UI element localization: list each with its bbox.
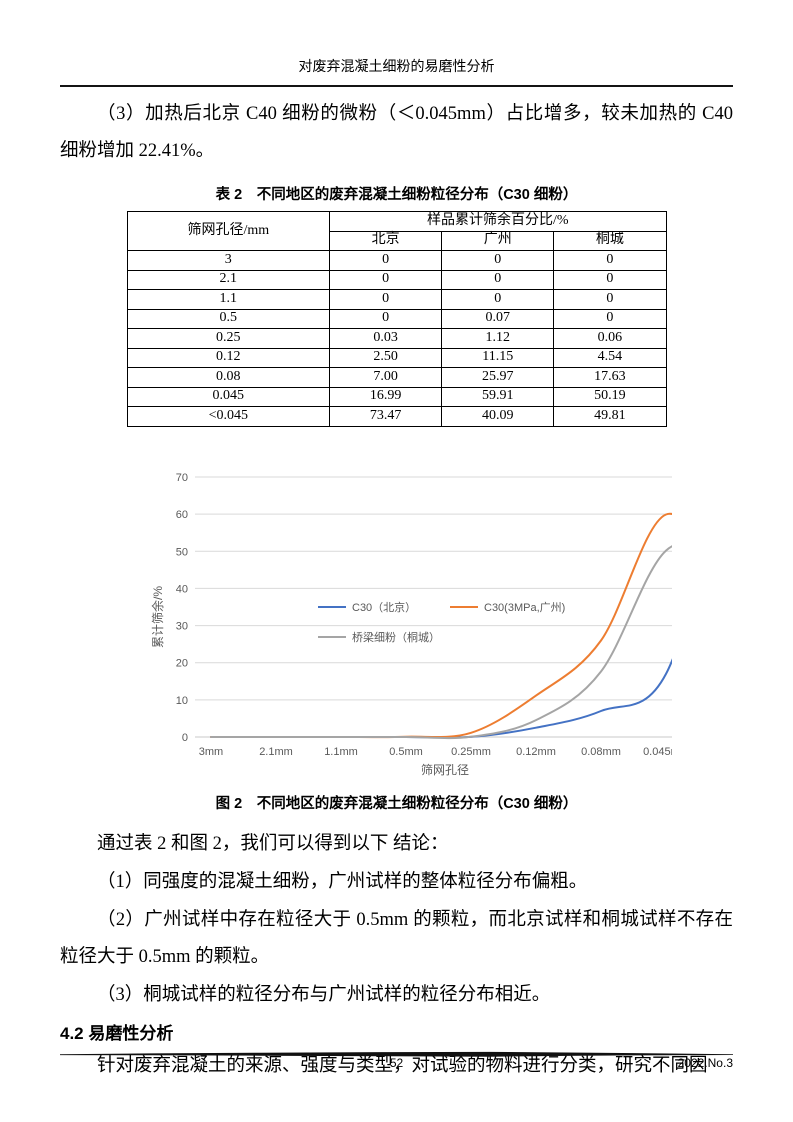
issue-label: 2022.No.3 bbox=[677, 1056, 733, 1070]
y-tick-label: 0 bbox=[182, 732, 188, 744]
table-cell: 2.1 bbox=[126, 269, 331, 290]
x-axis-title: 筛网孔径 bbox=[421, 762, 469, 777]
y-tick-label: 20 bbox=[176, 657, 188, 669]
table-cell: 2.50 bbox=[329, 347, 443, 368]
table-cell: 3 bbox=[126, 250, 331, 271]
table-cell: 73.47 bbox=[329, 406, 443, 427]
table-row: 0.25 0.03 1.12 0.06 bbox=[126, 328, 667, 349]
x-tick-label: 0.5mm bbox=[389, 746, 423, 758]
y-tick-label: 40 bbox=[176, 583, 188, 595]
table-col1-header: 筛网孔径/mm bbox=[126, 211, 331, 251]
footer-rule-line bbox=[60, 1051, 733, 1057]
legend-label: C30(3MPa,广州) bbox=[484, 601, 565, 614]
table-row: 0.08 7.00 25.97 17.63 bbox=[126, 367, 667, 388]
page-content: （3）加热后北京 C40 细粉的微粉（＜0.045mm）占比增多，较未加热的 C… bbox=[60, 90, 733, 1085]
conclusion-item-1: （1）同强度的混凝土细粉，广州试样的整体粒径分布偏粗。 bbox=[97, 871, 588, 892]
table-cell: 40.09 bbox=[441, 406, 555, 427]
figure-chart: 0 10 20 30 40 50 60 70 3mm 2.1mm 1.1mm 0.5mm 0.25mm 0… bbox=[150, 467, 672, 779]
table-cell: 0 bbox=[329, 289, 443, 310]
y-tick-label: 30 bbox=[176, 620, 188, 632]
table-cell: 17.63 bbox=[553, 367, 667, 388]
x-tick-label: 2.1mm bbox=[259, 746, 293, 758]
table-cell: 0.045 bbox=[126, 386, 331, 407]
table-caption: 表 2 不同地区的废弃混凝土细粉粒径分布（C30 细粉） bbox=[215, 187, 578, 203]
y-tick-label: 70 bbox=[176, 472, 188, 484]
table-row: 0.045 16.99 59.91 50.19 bbox=[126, 386, 667, 407]
table-body: 3 0 0 0 2.1 0 0 0 1.1 0 0 0 0.5 0 0.07 0 0.25 0.03 1.12 0.0… bbox=[126, 250, 667, 427]
table-cell: 1.12 bbox=[441, 328, 555, 349]
y-axis-title: 累计筛余/% bbox=[150, 585, 165, 647]
footer-rule bbox=[60, 1046, 733, 1057]
table-cell: 0 bbox=[329, 250, 443, 271]
table-cell: 59.91 bbox=[441, 386, 555, 407]
table-cell: 50.19 bbox=[553, 386, 667, 407]
series-line bbox=[210, 544, 672, 739]
conclusion-item-3: （3）桐城试样的粒径分布与广州试样的粒径分布相近。 bbox=[97, 984, 551, 1005]
table-cell: 0 bbox=[553, 308, 667, 329]
table-cell: 0.5 bbox=[126, 308, 331, 329]
x-tick-label: 1.1mm bbox=[324, 746, 358, 758]
page-number: 52 bbox=[389, 1056, 404, 1070]
line-chart: 0 10 20 30 40 50 60 70 3mm 2.1mm 1.1mm 0.5mm 0.25mm 0… bbox=[150, 472, 672, 777]
table-cell: 4.54 bbox=[553, 347, 667, 368]
y-tick-label: 60 bbox=[176, 509, 188, 521]
y-tick-label: 50 bbox=[176, 546, 188, 558]
y-tick-label: 10 bbox=[176, 694, 188, 706]
table-cell: 16.99 bbox=[329, 386, 443, 407]
legend-label: 桥梁细粉（桐城） bbox=[352, 630, 440, 644]
table-cell: 0 bbox=[553, 269, 667, 290]
table-row: 2.1 0 0 0 bbox=[126, 269, 667, 290]
section-paragraph: 针对废弃混凝土的来源、强度与类型，对试验的物料进行分类，研究不同因 bbox=[97, 1055, 708, 1076]
figure-caption: 图 2 不同地区的废弃混凝土细粉粒径分布（C30 细粉） bbox=[215, 795, 578, 812]
running-title: 对废弃混凝土细粉的易磨性分析 bbox=[298, 60, 495, 75]
conclusions-intro: 通过表 2 和图 2，我们可以得到以下 结论： bbox=[97, 833, 449, 854]
conclusion-item-2: （2）广州试样中存在粒径大于 0.5mm 的颗粒，而北京试样和桐城试样不存在粒径… bbox=[60, 909, 733, 967]
x-tick-label: 0.045mm bbox=[643, 746, 672, 758]
section-heading: 4.2 易磨性分析 bbox=[60, 1023, 174, 1043]
table-cell: 25.97 bbox=[441, 367, 555, 388]
table-cell: 0.25 bbox=[126, 328, 331, 349]
table-row: 1.1 0 0 0 bbox=[126, 289, 667, 310]
page-footer: 52 2022.No.3 bbox=[60, 1056, 733, 1074]
table-cell: 0 bbox=[441, 269, 555, 290]
table-cell: 0 bbox=[553, 250, 667, 271]
x-tick-label: 0.12mm bbox=[516, 746, 556, 758]
table-cell: 11.15 bbox=[441, 347, 555, 368]
table-head: 筛网孔径/mm 样品累计筛余百分比/% 北京 广州 桐城 bbox=[126, 211, 667, 251]
table-row: <0.045 73.47 40.09 49.81 bbox=[126, 406, 667, 427]
table-cell: 0 bbox=[329, 269, 443, 290]
table-group-header: 样品累计筛余百分比/% bbox=[329, 211, 667, 232]
x-tick-label: 0.25mm bbox=[451, 746, 491, 758]
table-cell: 0.12 bbox=[126, 347, 331, 368]
table-cell: 0.07 bbox=[441, 308, 555, 329]
table-cell: 0.03 bbox=[329, 328, 443, 349]
series-line bbox=[210, 657, 672, 739]
table-cell: 0.06 bbox=[553, 328, 667, 349]
table-cell: 0 bbox=[441, 289, 555, 310]
legend-label: C30（北京） bbox=[352, 600, 416, 614]
table-cell: 7.00 bbox=[329, 367, 443, 388]
x-tick-label: 0.08mm bbox=[581, 746, 621, 758]
table-cell: 1.1 bbox=[126, 289, 331, 310]
table-cell: 0 bbox=[441, 250, 555, 271]
x-tick-label: 3mm bbox=[199, 746, 223, 758]
table-row: 0.5 0 0.07 0 bbox=[126, 308, 667, 329]
particle-size-table: 筛网孔径/mm 样品累计筛余百分比/% 北京 广州 桐城 3 0 0 0 2.1 0 0 0 1… bbox=[126, 211, 667, 427]
table-cell: 0 bbox=[329, 308, 443, 329]
table-region-header: 桐城 bbox=[553, 230, 667, 251]
table-region-header: 广州 bbox=[441, 230, 555, 251]
table-cell: 49.81 bbox=[553, 406, 667, 427]
table-row: 0.12 2.50 11.15 4.54 bbox=[126, 347, 667, 368]
table-cell: 0.08 bbox=[126, 367, 331, 388]
intro-paragraph: （3）加热后北京 C40 细粉的微粉（＜0.045mm）占比增多，较未加热的 C… bbox=[60, 104, 733, 161]
page-header: 对废弃混凝土细粉的易磨性分析 bbox=[60, 56, 733, 87]
table-region-header: 北京 bbox=[329, 230, 443, 251]
table-cell: <0.045 bbox=[126, 406, 331, 427]
table-cell: 0 bbox=[553, 289, 667, 310]
